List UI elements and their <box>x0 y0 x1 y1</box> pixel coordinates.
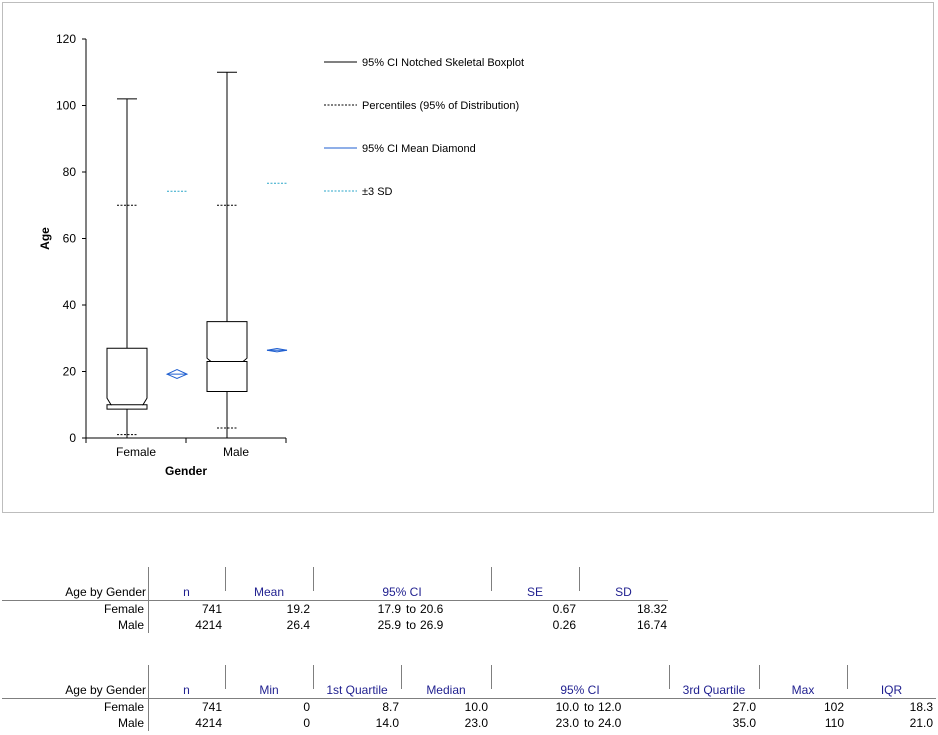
col-header-mean: Mean <box>253 585 285 599</box>
y-tick-label: 40 <box>63 298 77 312</box>
col-header-q3: 3rd Quartile <box>682 683 746 697</box>
cell-median: 23.0 <box>464 716 488 730</box>
cell-ci-high: 26.9 <box>420 618 444 632</box>
cell-ci-high: 24.0 <box>598 716 622 730</box>
cell-iqr: 18.3 <box>909 700 933 714</box>
cell-ci-to: to <box>405 618 416 632</box>
row-header: Age by Gender <box>65 683 146 697</box>
col-header-q1: 1st Quartile <box>326 683 388 697</box>
y-tick-label: 60 <box>63 232 77 246</box>
cell-ci-low: 23.0 <box>555 716 579 730</box>
summary-table: Age by Gender n Mean 95% CI SE SD Female… <box>2 565 938 635</box>
cell-q3: 27.0 <box>732 700 756 714</box>
col-header-n: n <box>183 585 190 599</box>
col-header-ci: 95% CI <box>382 585 422 599</box>
cell-q1: 14.0 <box>375 716 399 730</box>
cell-iqr: 21.0 <box>909 716 933 730</box>
cell-se: 0.67 <box>552 602 576 616</box>
y-tick-label: 80 <box>63 165 77 179</box>
row-label: Male <box>117 618 144 632</box>
row-label: Female <box>103 700 144 714</box>
cell-ci-to: to <box>405 602 416 616</box>
y-tick-label: 0 <box>69 431 76 445</box>
legend-label: 95% CI Notched Skeletal Boxplot <box>362 57 524 69</box>
notched-box <box>106 347 148 410</box>
col-header-ci: 95% CI <box>560 683 600 697</box>
col-header-min: Min <box>259 683 279 697</box>
cell-q3: 35.0 <box>732 716 756 730</box>
cell-sd: 16.74 <box>636 618 667 632</box>
chart-frame <box>2 2 934 513</box>
x-axis-label: Gender <box>165 464 207 478</box>
col-header-iqr: IQR <box>880 683 903 697</box>
cell-min: 0 <box>303 716 310 730</box>
cell-n: 4214 <box>195 716 222 730</box>
cell-max: 110 <box>824 716 844 730</box>
cell-median: 10.0 <box>464 700 488 714</box>
cell-mean: 26.4 <box>286 618 310 632</box>
cell-q1: 8.7 <box>382 700 399 714</box>
row-label: Male <box>117 716 144 730</box>
table-row: Female 741 19.2 17.9 to 20.6 0.67 18.32 <box>2 601 702 617</box>
table-row: Female 741 0 8.7 10.0 10.0 to 12.0 27.0 … <box>2 699 938 715</box>
legend-label: ±3 SD <box>362 186 393 198</box>
legend-label: 95% CI Mean Diamond <box>362 143 476 155</box>
cell-n: 4214 <box>195 618 222 632</box>
cell-max: 102 <box>823 700 844 714</box>
legend-label: Percentiles (95% of Distribution) <box>362 100 519 112</box>
cell-ci-to: to <box>583 700 594 714</box>
col-header-sd: SD <box>615 585 632 599</box>
y-axis-label: Age <box>38 227 52 250</box>
quantile-table: Age by Gender n Min 1st Quartile Median … <box>2 663 938 733</box>
y-tick-label: 120 <box>56 32 76 46</box>
cell-sd: 18.32 <box>636 602 667 616</box>
col-header-n: n <box>183 683 190 697</box>
row-label: Female <box>103 602 144 616</box>
cell-se: 0.26 <box>552 618 576 632</box>
col-header-se: SE <box>526 585 543 599</box>
x-tick-label: Male <box>223 445 249 459</box>
cell-n: 741 <box>201 700 222 714</box>
cell-n: 741 <box>201 602 222 616</box>
y-tick-label: 20 <box>63 365 77 379</box>
cell-mean: 19.2 <box>286 602 310 616</box>
cell-ci-high: 12.0 <box>598 700 622 714</box>
boxplot-chart: 0 20 40 60 80 100 120 Female Male Gender Age 95% CI… <box>38 32 524 478</box>
x-tick-label: Female <box>116 445 156 459</box>
cell-ci-to: to <box>583 716 594 730</box>
cell-ci-low: 25.9 <box>377 618 401 632</box>
row-header: Age by Gender <box>65 585 146 599</box>
cell-ci-low: 10.0 <box>555 700 579 714</box>
col-header-median: Median <box>426 683 466 697</box>
y-tick-label: 100 <box>56 99 76 113</box>
notched-box <box>206 321 248 392</box>
cell-ci-high: 20.6 <box>420 602 444 616</box>
table-row: Male 4214 26.4 25.9 to 26.9 0.26 16.74 <box>2 617 702 633</box>
cell-min: 0 <box>303 700 310 714</box>
col-header-max: Max <box>791 683 815 697</box>
table-row: Male 4214 0 14.0 23.0 23.0 to 24.0 35.0 … <box>2 715 938 731</box>
cell-ci-low: 17.9 <box>377 602 401 616</box>
